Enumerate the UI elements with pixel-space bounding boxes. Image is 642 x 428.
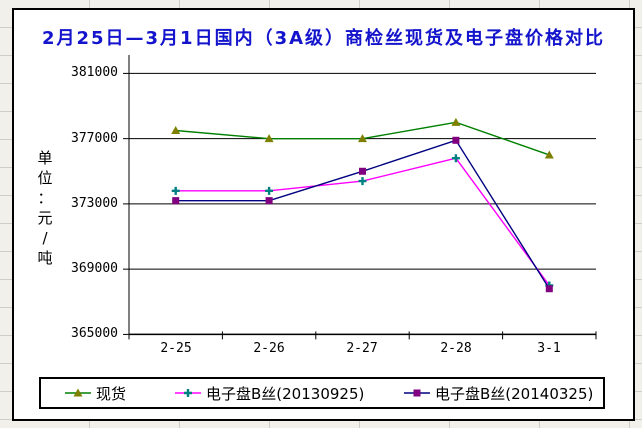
x-tick-label: 2-26 bbox=[253, 341, 285, 356]
legend-label-spot: 现货 bbox=[96, 384, 127, 403]
legend-item-eboard-20130925: 电子盘B丝(20130925) bbox=[175, 379, 364, 407]
y-tick-label: 373000 bbox=[71, 196, 118, 211]
x-tick-label: 2-25 bbox=[160, 341, 192, 356]
x-tick-label: 2-27 bbox=[346, 341, 378, 356]
y-tick-label: 377000 bbox=[71, 131, 118, 146]
y-tick-label: 381000 bbox=[71, 65, 118, 80]
x-tick-label: 3-1 bbox=[537, 341, 561, 356]
legend: 现货 电子盘B丝(20130925) 电子盘B丝(20140325) bbox=[39, 377, 605, 409]
legend-label-eboard-20130925: 电子盘B丝(20130925) bbox=[206, 384, 365, 403]
legend-marker-spot-icon bbox=[65, 388, 91, 397]
y-tick-label: 365000 bbox=[71, 326, 118, 341]
legend-marker-eboard-20140325-icon bbox=[404, 389, 430, 397]
legend-item-spot: 现货 bbox=[65, 379, 126, 407]
chart-title: 2月25日—3月1日国内（3A级）商检丝现货及电子盘价格对比 bbox=[41, 28, 606, 49]
legend-marker-eboard-20130925-icon bbox=[175, 389, 201, 397]
y-axis-title: 单位：元 / 吨 bbox=[37, 149, 53, 267]
x-tick-label: 2-28 bbox=[440, 341, 472, 356]
legend-label-eboard-20140325: 电子盘B丝(20140325) bbox=[435, 384, 594, 403]
legend-item-eboard-20140325: 电子盘B丝(20140325) bbox=[404, 379, 593, 407]
y-tick-label: 369000 bbox=[71, 261, 118, 276]
